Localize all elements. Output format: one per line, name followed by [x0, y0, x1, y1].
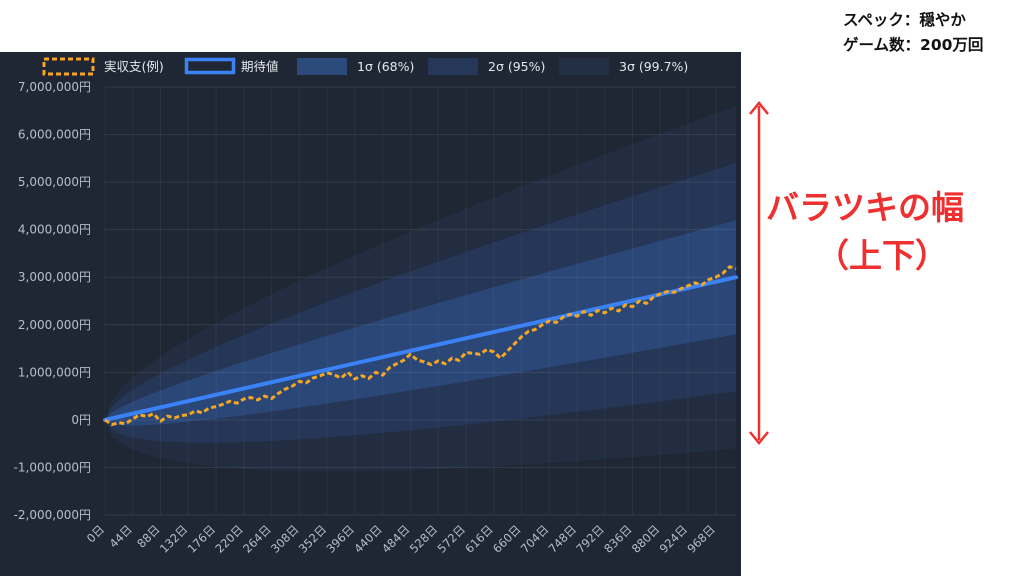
chart-panel: 実収支(例) 期待値 1σ (68%) 2σ (95%) 3σ (99.7%) -2,0…	[0, 52, 741, 576]
y-tick-label: -2,000,000円	[14, 508, 91, 522]
y-axis: -2,000,000円 -1,000,000円 0円 1,000,000円 2,000,…	[14, 80, 91, 522]
legend-swatch-band3	[559, 58, 609, 75]
x-tick-label: 924日	[657, 522, 691, 556]
y-tick-label: 7,000,000円	[18, 80, 91, 94]
x-tick-label: 880日	[629, 522, 663, 556]
y-tick-label: 0円	[71, 413, 91, 427]
variance-annotation: バラツキの幅	[766, 188, 964, 227]
x-tick-label: 660日	[490, 522, 524, 556]
x-tick-label: 748日	[546, 522, 580, 556]
game-count-label: ゲーム数：200万回	[843, 36, 984, 54]
y-tick-label: -1,000,000円	[14, 460, 91, 474]
legend-label-band2: 2σ (95%)	[488, 59, 545, 74]
grid-lines	[104, 86, 736, 516]
band-1sigma	[105, 220, 736, 426]
y-tick-label: 2,000,000円	[18, 318, 91, 332]
sigma-bands	[105, 106, 736, 472]
expected-line-path	[103, 275, 738, 422]
x-tick-label: 484日	[379, 522, 413, 556]
variance-annotation-sub: （上下）	[816, 236, 948, 275]
x-tick-label: 616日	[462, 522, 496, 556]
legend-label-expected: 期待値	[241, 59, 279, 74]
x-tick-label: 440日	[351, 522, 385, 556]
y-tick-label: 4,000,000円	[18, 223, 91, 237]
legend-swatch-expected	[184, 57, 236, 75]
x-tick-label: 308日	[268, 522, 302, 556]
y-tick-label: 6,000,000円	[18, 128, 91, 142]
chart-legend: 実収支(例) 期待値 1σ (68%) 2σ (95%) 3σ (99.7%)	[42, 57, 688, 76]
x-tick-label: 836日	[601, 522, 635, 556]
expected-line	[103, 275, 738, 422]
chart-plot: 実収支(例) 期待値 1σ (68%) 2σ (95%) 3σ (99.7%) -2,0…	[14, 57, 738, 556]
x-tick-label: 572日	[434, 522, 468, 556]
x-tick-label: 176日	[185, 522, 219, 556]
x-tick-label: 0日	[84, 522, 107, 545]
x-tick-label: 528日	[407, 522, 441, 556]
legend-label-band1: 1σ (68%)	[357, 59, 414, 74]
legend-swatch-band2	[428, 58, 478, 75]
y-tick-label: 1,000,000円	[18, 365, 91, 379]
x-tick-label: 352日	[296, 522, 330, 556]
x-tick-label: 132日	[157, 522, 191, 556]
x-tick-label: 220日	[212, 522, 246, 556]
x-tick-label: 264日	[240, 522, 274, 556]
actual-line-path	[104, 265, 737, 427]
legend-swatch-band1	[297, 58, 347, 75]
x-tick-label: 44日	[107, 522, 135, 550]
legend-swatch-actual	[42, 57, 95, 76]
y-tick-label: 3,000,000円	[18, 270, 91, 284]
actual-series	[104, 265, 737, 427]
x-tick-label: 968日	[684, 522, 718, 556]
spec-label: スペック：穏やか	[843, 11, 966, 29]
range-arrow	[749, 101, 769, 445]
x-tick-label: 792日	[573, 522, 607, 556]
y-tick-label: 5,000,000円	[18, 175, 91, 189]
x-tick-label: 704日	[518, 522, 552, 556]
x-tick-label: 396日	[323, 522, 357, 556]
legend-label-band3: 3σ (99.7%)	[619, 59, 688, 74]
legend-label-actual: 実収支(例)	[104, 59, 164, 74]
x-axis: 0日 44日 88日132日176日220日264日308日352日396日440日…	[84, 522, 718, 556]
